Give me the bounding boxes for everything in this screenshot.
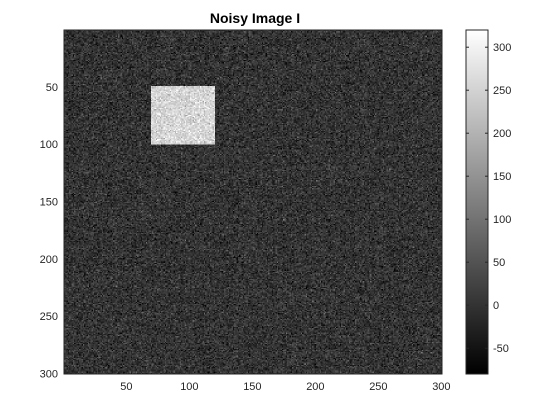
x-tick-label: 100 — [180, 381, 198, 393]
x-tick-label: 300 — [432, 381, 450, 393]
colorbar-tick-label: -50 — [493, 343, 509, 355]
colorbar-tick-label: 300 — [493, 42, 511, 54]
y-tick-label: 100 — [40, 139, 58, 151]
x-tick-label: 250 — [369, 381, 387, 393]
y-axis: 50 100 150 200 250 300 — [40, 82, 442, 380]
colorbar-tick-label: 100 — [493, 214, 511, 226]
colorbar-tick-label: 0 — [493, 300, 499, 312]
x-tick-label: 200 — [306, 381, 324, 393]
x-axis: 50 100 150 200 250 300 — [120, 30, 451, 393]
colorbar-tick-label: 150 — [493, 171, 511, 183]
chart-title: Noisy Image I — [210, 10, 300, 26]
noisy-image — [64, 30, 442, 374]
colorbar-tick-label: 50 — [493, 257, 505, 269]
y-tick-label: 300 — [40, 368, 58, 380]
colorbar-ticks: -50 0 50 100 150 200 250 300 — [466, 42, 511, 355]
colorbar-gradient — [465, 29, 489, 375]
y-tick-label: 50 — [46, 82, 58, 94]
axes-box — [63, 29, 443, 375]
y-tick-label: 150 — [40, 196, 58, 208]
y-tick-label: 250 — [40, 311, 58, 323]
x-tick-label: 150 — [243, 381, 261, 393]
colorbar-tick-label: 200 — [493, 128, 511, 140]
colorbar-tick-label: 250 — [493, 85, 511, 97]
colorbar: -50 0 50 100 150 200 250 300 — [465, 29, 511, 375]
plot-area — [63, 29, 443, 375]
y-tick-label: 200 — [40, 254, 58, 266]
x-tick-label: 50 — [120, 381, 132, 393]
